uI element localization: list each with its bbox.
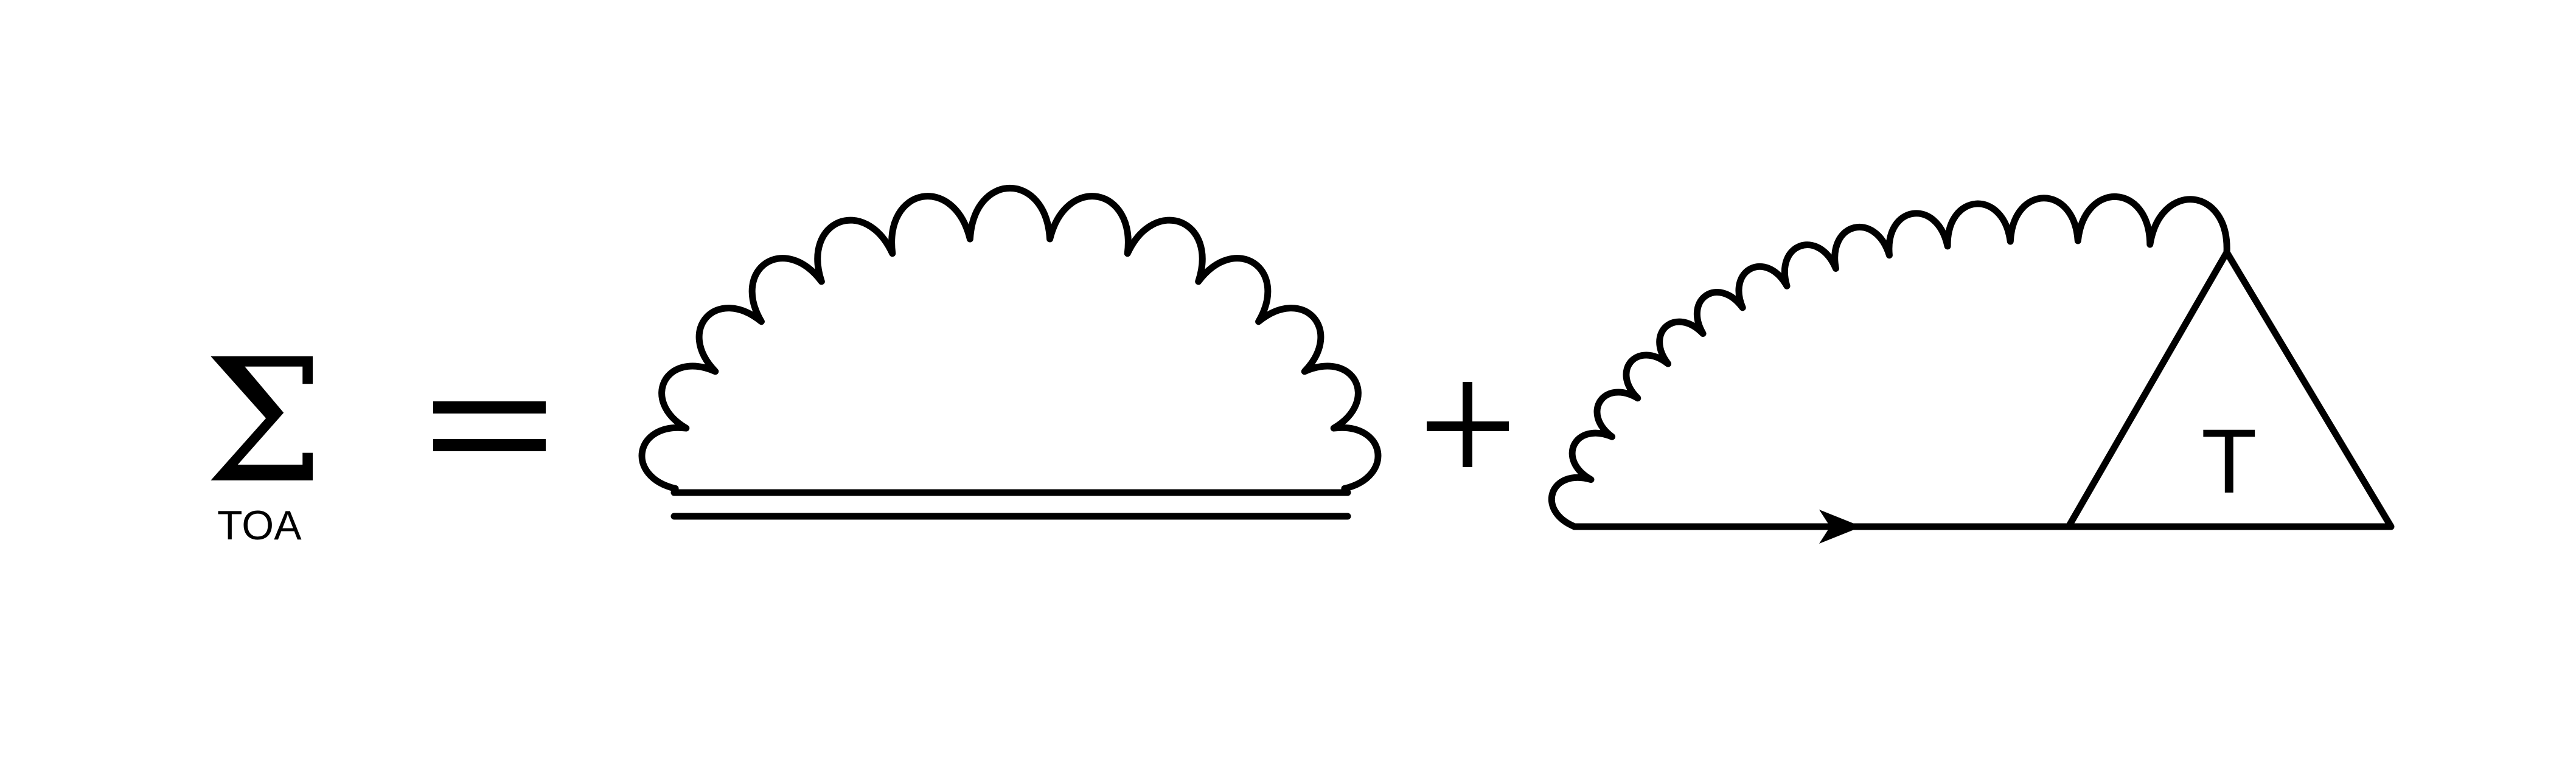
plus-sign [1427, 382, 1509, 467]
equals-bottom-bar [433, 439, 546, 451]
photon-wavy-line [638, 185, 1382, 492]
equals-sign [433, 401, 546, 451]
plus-vertical-bar [1463, 382, 1472, 467]
vertex-correction-diagram: T [1548, 193, 2395, 544]
sigma-term: Σ TOA [204, 323, 324, 549]
vertex-label: T [2201, 410, 2257, 512]
vertex-triangle [2065, 249, 2395, 530]
photon-wavy-line [1548, 193, 2230, 530]
propagator-arrow-icon [1819, 510, 1862, 544]
sigma-subscript: TOA [217, 502, 302, 549]
equals-top-bar [433, 401, 546, 414]
sigma-symbol: Σ [204, 323, 324, 521]
rainbow-diagram [638, 185, 1382, 520]
